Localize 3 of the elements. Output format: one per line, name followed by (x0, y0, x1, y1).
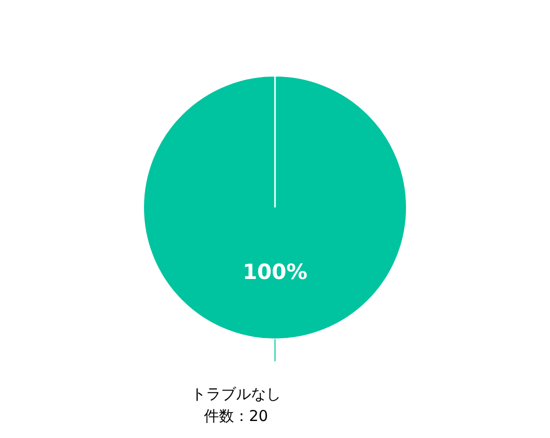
data-label: 100% (242, 260, 308, 284)
slice-label: トラブルなし (191, 385, 281, 404)
text: 件数：20 (204, 407, 268, 426)
